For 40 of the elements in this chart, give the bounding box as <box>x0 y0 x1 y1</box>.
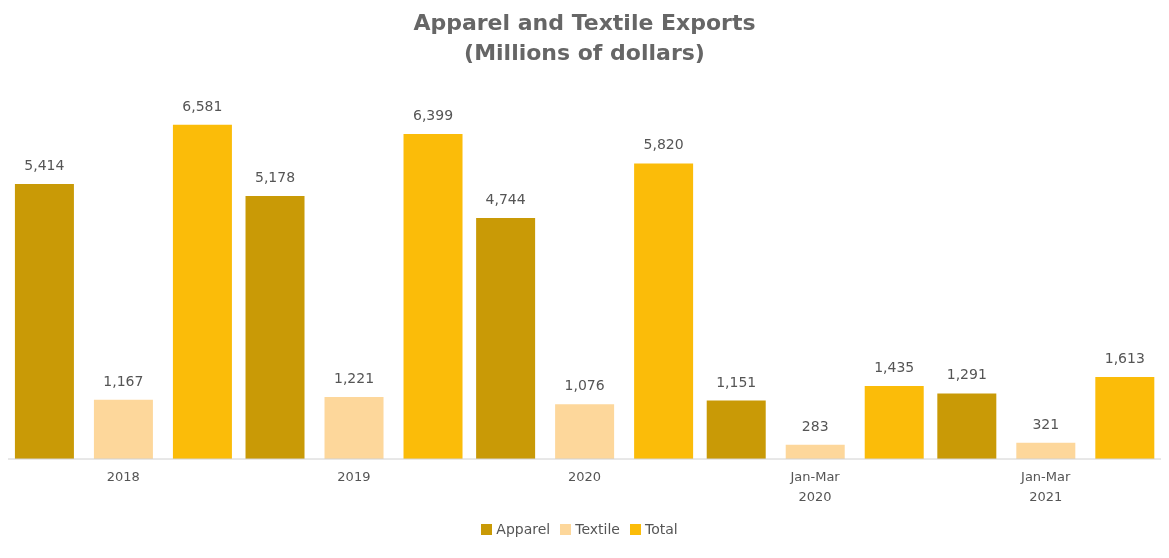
bar <box>1016 442 1076 459</box>
bar <box>555 404 615 459</box>
bar <box>172 124 232 459</box>
bar <box>785 444 845 459</box>
data-label: 1,167 <box>103 372 144 389</box>
x-tick-label: 2020 <box>567 469 602 484</box>
bar <box>245 196 305 459</box>
bar <box>93 399 153 459</box>
legend-label: Textile <box>575 521 620 537</box>
bar <box>634 163 694 459</box>
x-tick-label: 2018 <box>106 469 140 484</box>
data-label: 1,151 <box>716 373 757 390</box>
data-label: 6,399 <box>412 106 454 123</box>
data-label: 1,291 <box>946 366 987 383</box>
data-label: 1,435 <box>874 359 915 376</box>
bar <box>324 396 384 459</box>
data-label: 5,178 <box>254 169 296 185</box>
data-label: 1,076 <box>564 377 605 394</box>
bar <box>706 400 766 459</box>
bar <box>403 133 463 459</box>
legend-label: Apparel <box>496 521 551 537</box>
data-label: 6,581 <box>182 97 223 114</box>
data-label: 283 <box>801 417 829 434</box>
bar <box>937 393 997 459</box>
bar <box>864 386 924 459</box>
x-tick-label: 2019 <box>337 469 371 484</box>
data-label: 4,744 <box>485 191 526 208</box>
chart-title: Apparel and Textile Exports <box>412 9 757 37</box>
data-label: 5,820 <box>643 136 684 153</box>
legend-label: Total <box>644 521 678 537</box>
data-label: 1,221 <box>333 369 375 386</box>
bar <box>14 184 74 459</box>
data-label: 321 <box>1032 415 1060 432</box>
chart-subtitle: (Millions of dollars) <box>463 39 706 67</box>
data-label: 5,414 <box>24 157 65 174</box>
bar <box>476 218 536 459</box>
x-tick-label: Jan-Mar 2021 <box>1020 469 1071 504</box>
data-label: 1,613 <box>1104 350 1145 367</box>
x-tick-label: Jan-Mar 2020 <box>789 469 841 504</box>
bar <box>1095 377 1155 459</box>
